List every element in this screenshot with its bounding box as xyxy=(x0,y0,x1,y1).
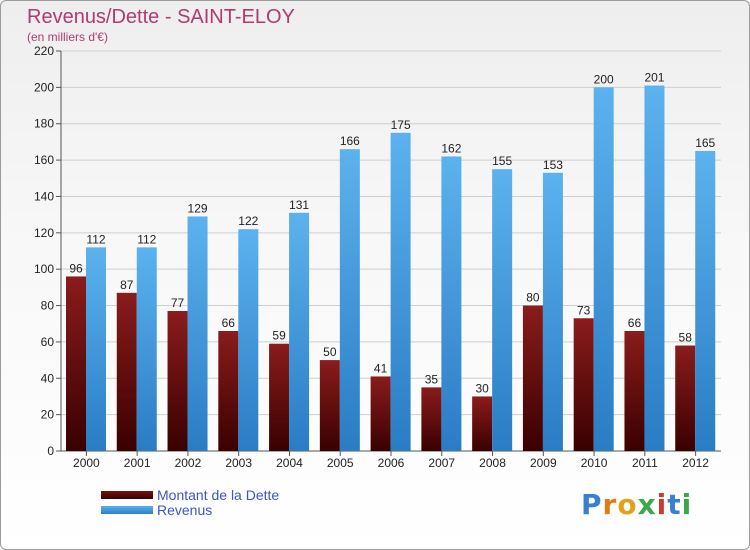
value-label-revenus: 129 xyxy=(188,201,208,215)
x-tick-label: 2004 xyxy=(276,456,303,470)
bar-dette xyxy=(522,305,543,451)
value-label-dette: 41 xyxy=(374,361,388,375)
x-tick-label: 2010 xyxy=(581,456,608,470)
bar-revenus xyxy=(441,156,462,452)
value-label-dette: 87 xyxy=(120,278,134,292)
value-label-dette: 73 xyxy=(577,303,591,317)
bar-revenus xyxy=(492,169,513,451)
bar-dette xyxy=(218,331,239,451)
value-label-dette: 96 xyxy=(69,261,83,275)
x-tick-label: 2003 xyxy=(225,456,252,470)
logo-letter: P xyxy=(581,488,603,521)
bar-dette xyxy=(624,331,645,451)
x-tick-label: 2000 xyxy=(73,456,100,470)
y-tick-label: 180 xyxy=(34,117,54,131)
bar-revenus xyxy=(86,247,106,451)
bar-dette xyxy=(66,276,86,451)
y-tick-label: 0 xyxy=(47,444,54,458)
legend-label-dette: Montant de la Dette xyxy=(157,486,280,503)
logo-letter: i xyxy=(656,488,668,521)
bar-dette xyxy=(573,318,594,451)
bar-dette xyxy=(675,345,696,451)
y-tick-label: 120 xyxy=(34,226,54,240)
x-tick-label: 2011 xyxy=(632,456,658,470)
bar-revenus xyxy=(187,216,208,451)
x-tick-label: 2006 xyxy=(378,456,405,470)
bar-revenus xyxy=(289,212,310,451)
logo-letter: x xyxy=(637,488,657,521)
value-label-revenus: 166 xyxy=(340,134,360,148)
bar-revenus xyxy=(136,247,157,451)
bar-revenus xyxy=(644,85,665,451)
bar-dette xyxy=(167,311,188,451)
value-label-revenus: 112 xyxy=(137,232,156,246)
legend-swatch-revenus xyxy=(101,505,153,514)
bar-dette xyxy=(319,360,340,451)
bar-dette xyxy=(370,376,391,451)
y-tick-label: 200 xyxy=(34,80,54,94)
value-label-dette: 50 xyxy=(323,345,337,359)
label-layer: 96 112 87 112 77 129 66 122 59 131 50 166 41 175 35 162… xyxy=(69,71,715,396)
value-label-revenus: 122 xyxy=(238,214,258,228)
bar-dette xyxy=(472,396,493,451)
x-tick-label: 2002 xyxy=(175,456,202,470)
chart-title: Revenus/Dette - SAINT-ELOY xyxy=(27,6,295,28)
y-tick-label: 80 xyxy=(41,299,55,313)
value-label-dette: 66 xyxy=(628,316,642,330)
bar-revenus xyxy=(695,151,716,451)
y-tick-label: 100 xyxy=(34,262,54,276)
value-label-revenus: 155 xyxy=(492,154,512,168)
value-label-revenus: 200 xyxy=(594,72,614,86)
bar-dette xyxy=(421,387,442,451)
value-label-dette: 35 xyxy=(425,372,439,386)
value-label-revenus: 153 xyxy=(543,158,563,172)
y-tick-label: 160 xyxy=(34,153,54,167)
legend-swatch-dette xyxy=(101,490,153,499)
y-tick-label: 40 xyxy=(41,371,55,385)
bar-dette xyxy=(116,292,137,451)
bar-layer xyxy=(66,85,716,452)
y-tick-label: 140 xyxy=(34,189,54,203)
x-tick-label: 2007 xyxy=(428,456,455,470)
value-label-revenus: 175 xyxy=(391,118,411,132)
value-label-revenus: 112 xyxy=(86,232,105,246)
value-label-revenus: 162 xyxy=(441,141,461,155)
bar-revenus xyxy=(390,132,411,451)
y-tick-label: 60 xyxy=(41,335,55,349)
chart-subtitle: (en milliers d'€) xyxy=(27,30,108,44)
bar-revenus xyxy=(339,149,360,451)
value-label-revenus: 131 xyxy=(289,198,309,212)
axis-layer: 0 20 40 60 80 100 120 140 160 180 200 220 2000 2001 20… xyxy=(34,44,721,470)
logo-letter: i xyxy=(681,488,693,521)
legend-item-dette: Montant de la Dette xyxy=(101,486,280,503)
logo-letter: t xyxy=(667,488,682,521)
legend: Montant de la Dette Revenus xyxy=(101,486,280,518)
value-label-dette: 80 xyxy=(526,291,540,305)
logo-letter: r xyxy=(602,488,618,521)
legend-label-revenus: Revenus xyxy=(157,501,213,518)
y-tick-label: 220 xyxy=(34,44,54,58)
bar-revenus xyxy=(542,172,563,451)
legend-item-revenus: Revenus xyxy=(101,501,279,518)
x-tick-label: 2008 xyxy=(479,456,506,470)
x-tick-label: 2005 xyxy=(327,456,354,470)
x-tick-label: 2009 xyxy=(530,456,557,470)
value-label-revenus: 201 xyxy=(644,71,664,85)
y-tick-label: 20 xyxy=(41,408,55,422)
x-tick-label: 2001 xyxy=(124,456,151,470)
value-label-dette: 58 xyxy=(679,331,693,345)
value-label-dette: 77 xyxy=(171,296,185,310)
bar-revenus xyxy=(593,87,614,451)
bar-revenus xyxy=(238,229,259,451)
bar-dette xyxy=(269,343,290,451)
value-label-dette: 59 xyxy=(272,329,286,343)
proxiti-logo: Proxiti xyxy=(581,488,692,521)
value-label-dette: 30 xyxy=(475,381,489,395)
x-tick-label: 2012 xyxy=(682,456,709,470)
value-label-dette: 66 xyxy=(222,316,236,330)
logo-letter: o xyxy=(617,488,638,521)
value-label-revenus: 165 xyxy=(695,136,715,150)
